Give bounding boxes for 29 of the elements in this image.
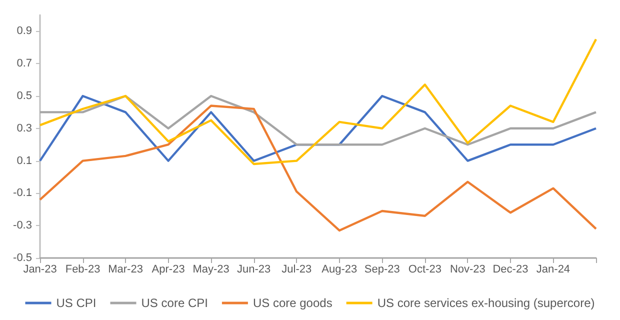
x-tick-label: Jul-23 <box>282 264 312 276</box>
legend-label: US core goods <box>252 296 332 310</box>
line-series <box>38 94 598 146</box>
legend-label: US core CPI <box>141 296 208 310</box>
y-tick-label: 0.1 <box>16 154 32 167</box>
y-tick-label: 0.7 <box>16 58 32 70</box>
y-tick-label: -0.1 <box>13 187 32 200</box>
legend-label: US core services ex-housing (supercore) <box>377 296 595 310</box>
x-tick-label: Mar-23 <box>108 264 143 276</box>
legend-label: US CPI <box>56 296 96 310</box>
line-series <box>38 38 598 166</box>
y-tick-label: 0.5 <box>16 90 32 102</box>
line-series <box>38 94 598 162</box>
x-tick-label: Dec-23 <box>492 264 528 276</box>
x-tick-label: Jan-24 <box>536 264 570 276</box>
y-tick-label: 0.9 <box>16 25 32 38</box>
x-tick-label: Sep-23 <box>364 264 400 276</box>
y-tick-label: -0.3 <box>13 220 32 232</box>
x-tick-label: Oct-23 <box>408 264 442 276</box>
x-tick-label: Jan-23 <box>23 264 57 276</box>
x-tick-label: May-23 <box>192 264 230 276</box>
x-tick-label: Aug-23 <box>322 264 358 276</box>
y-tick-label: 0.3 <box>16 122 32 134</box>
line-series <box>38 104 598 232</box>
x-tick-label: Jun-23 <box>237 264 271 276</box>
x-tick-label: Apr-23 <box>152 264 185 276</box>
x-tick-label: Nov-23 <box>450 264 486 276</box>
y-tick-label: -0.5 <box>13 252 32 264</box>
x-tick-label: Feb-23 <box>65 264 100 276</box>
